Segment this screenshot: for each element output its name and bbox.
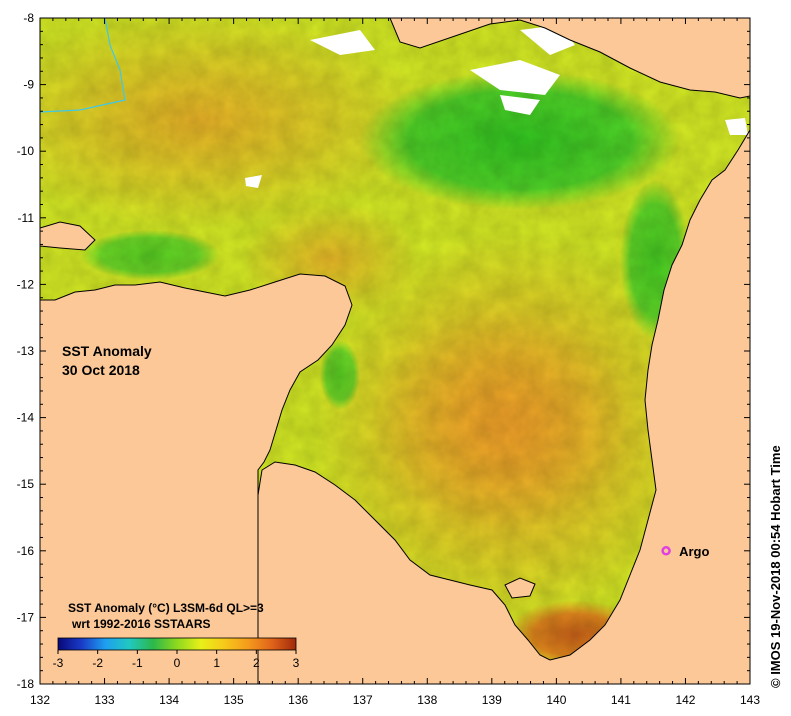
y-tick-label: -13 [17,344,35,358]
colorbar [57,637,297,651]
x-tick-label: 139 [482,693,502,707]
land [40,18,750,684]
axis-ticks: 132 133 134 135 136 137 138 139 140 141 142 143-8-9… [17,11,761,707]
x-tick-label: 136 [288,693,308,707]
y-tick-label: -17 [17,610,35,624]
map-plot-area: Argo SST Anomaly 30 Oct 2018 SST Anomaly… [40,18,750,684]
argo-float-marker[interactable]: Argo [661,544,710,559]
x-tick-label: 142 [675,693,695,707]
colorbar-tick-label: 0 [174,656,181,670]
argo-dot [661,546,671,556]
x-tick-label: 137 [353,693,373,707]
land-wellesley-island [504,577,536,599]
y-tick-label: -16 [17,544,35,558]
x-tick-label: 135 [224,693,244,707]
legend-title-line2: wrt 1992-2016 SSTAARS [71,617,211,631]
y-tick-label: -12 [17,277,35,291]
x-tick-label: 141 [611,693,631,707]
colorbar-tick-label: -1 [132,656,143,670]
x-tick-label: 132 [30,693,50,707]
y-tick-label: -9 [23,78,34,92]
land-tiwi-islands [40,221,96,251]
colorbar-tick-label: 1 [213,656,220,670]
imos-credit: © IMOS 19-Nov-2018 00:54 Hobart Time [768,445,783,688]
y-tick-label: -11 [18,211,35,225]
legend-title-line1: SST Anomaly (°C) L3SM-6d QL>=3 [68,601,264,615]
x-tick-label: 134 [159,693,179,707]
x-tick-label: 138 [417,693,437,707]
cloud-gaps [245,25,748,188]
colorbar-ticks: -3 -2 -1 0 1 2 3 [53,650,300,670]
x-tick-label: 140 [546,693,566,707]
x-tick-label: 133 [95,693,115,707]
maritime-boundary [40,18,126,113]
y-tick-label: -18 [17,677,35,691]
land-arnhem [40,273,353,684]
colorbar-legend: SST Anomaly (°C) L3SM-6d QL>=3 wrt 1992-… [53,601,300,670]
colorbar-tick-label: -2 [92,656,103,670]
y-tick-label: -10 [17,144,35,158]
y-tick-label: -14 [17,411,35,425]
map-title-line1: SST Anomaly [62,343,152,359]
x-tick-label: 143 [740,693,760,707]
colorbar-tick-label: 2 [253,656,260,670]
colorbar-tick-label: -3 [53,656,64,670]
land-cape-york [257,129,750,684]
argo-label: Argo [679,544,709,559]
y-tick-label: -15 [17,477,35,491]
land-new-guinea [389,18,750,99]
map-title-line2: 30 Oct 2018 [62,362,140,378]
colorbar-tick-label: 3 [293,656,300,670]
y-tick-label: -8 [23,11,34,25]
